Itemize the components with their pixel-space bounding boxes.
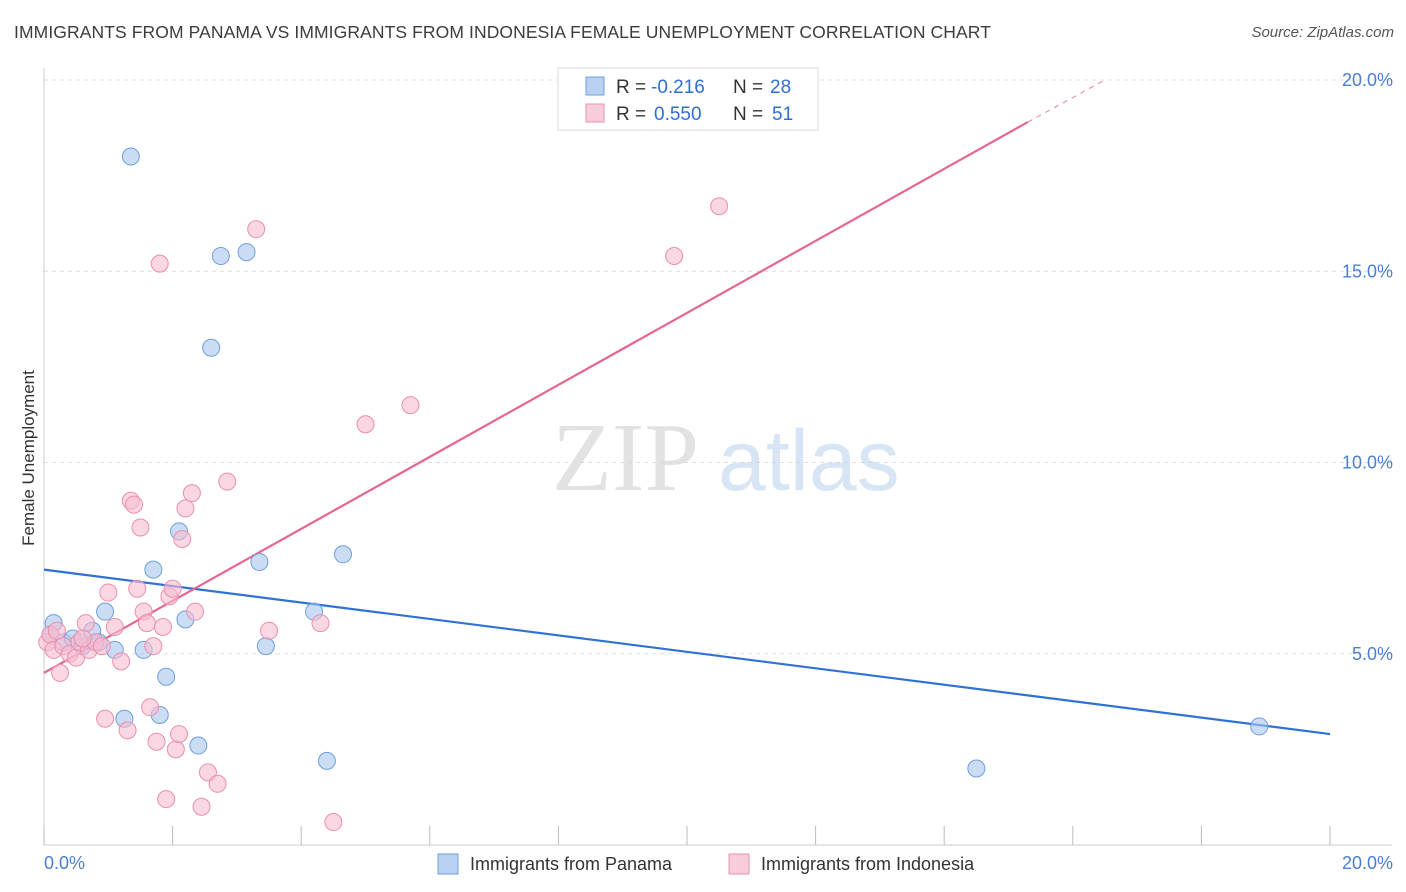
bottom-legend-label-indonesia: Immigrants from Indonesia [761, 854, 975, 874]
data-point-s1-31 [166, 740, 185, 759]
bottom-legend: Immigrants from Panama Immigrants from I… [437, 853, 975, 875]
chart-title: IMMIGRANTS FROM PANAMA VS IMMIGRANTS FRO… [14, 22, 992, 42]
legend-r-value-2: 0.550 [654, 104, 702, 125]
data-points [38, 147, 1269, 832]
data-point-s1-11 [92, 637, 111, 656]
trend-line-1 [43, 121, 1029, 674]
data-point-s1-16 [118, 721, 137, 740]
data-point-s1-46 [401, 396, 420, 415]
data-point-s1-43 [311, 614, 330, 633]
data-point-s0-14 [157, 667, 176, 686]
data-point-s1-26 [150, 254, 169, 273]
data-point-s1-39 [208, 774, 227, 793]
data-point-s0-21 [250, 552, 269, 571]
data-point-s0-7 [96, 602, 115, 621]
data-point-s1-48 [710, 197, 729, 216]
y-axis-label: Female Unemployment [19, 370, 38, 546]
data-point-s1-44 [324, 813, 343, 832]
data-point-s1-32 [170, 725, 189, 744]
data-point-s1-13 [99, 583, 118, 602]
data-point-s0-11 [121, 147, 140, 166]
data-point-s0-20 [237, 243, 256, 262]
data-point-s1-23 [141, 698, 160, 717]
legend-r-value-1: -0.216 [651, 77, 705, 98]
data-point-s1-27 [153, 617, 172, 636]
bottom-legend-swatch-panama [437, 853, 459, 875]
data-point-s1-14 [105, 617, 124, 636]
legend-n-value-2: 51 [772, 104, 793, 125]
y-tick-label-1: 10.0% [1342, 453, 1393, 473]
data-point-s1-25 [147, 732, 166, 751]
data-point-s1-38 [198, 763, 217, 782]
data-point-s0-18 [202, 338, 221, 357]
data-point-s1-3 [51, 663, 70, 682]
data-point-s1-50 [73, 629, 92, 648]
bottom-legend-swatch-indonesia [728, 853, 750, 875]
legend-swatch-indonesia [585, 103, 605, 123]
axes [43, 68, 1392, 846]
data-point-s1-28 [157, 790, 176, 809]
data-point-s1-20 [131, 518, 150, 537]
watermark-atlas: atlas [718, 413, 900, 509]
data-point-s1-24 [144, 637, 163, 656]
data-point-s0-12 [144, 560, 163, 579]
trend-lines [43, 79, 1331, 736]
data-point-s1-12 [96, 709, 115, 728]
data-point-s1-45 [356, 415, 375, 434]
y-tick-labels: 5.0% 10.0% 15.0% 20.0% [1342, 70, 1393, 664]
legend-r-label-2: R = [616, 104, 646, 125]
legend-n-label-1: N = [733, 77, 763, 98]
legend-n-label-2: N = [733, 104, 763, 125]
source-label: Source: ZipAtlas.com [1251, 24, 1394, 41]
data-point-s1-36 [186, 602, 205, 621]
data-point-s1-42 [260, 621, 279, 640]
grid [44, 79, 1392, 655]
y-tick-label-0: 5.0% [1352, 644, 1393, 664]
data-point-s0-19 [211, 246, 230, 265]
data-point-s1-18 [125, 495, 144, 514]
data-point-s1-34 [176, 499, 195, 518]
x-tick-label-max: 20.0% [1342, 853, 1393, 873]
data-point-s1-37 [192, 797, 211, 816]
trend-line-0 [43, 568, 1331, 736]
y-tick-label-3: 20.0% [1342, 70, 1393, 90]
data-point-s1-22 [137, 614, 156, 633]
data-point-s1-33 [173, 530, 192, 548]
data-point-s1-35 [182, 484, 201, 503]
data-point-s1-19 [128, 579, 147, 598]
data-point-s1-8 [76, 614, 95, 633]
legend-r-label-1: R = [616, 77, 646, 98]
data-point-s0-17 [189, 736, 208, 755]
data-point-s0-27 [1250, 717, 1269, 736]
data-point-s0-24 [317, 751, 336, 770]
data-point-s1-15 [112, 652, 131, 671]
x-tick-label-min: 0.0% [44, 853, 85, 873]
legend-n-value-1: 28 [770, 77, 791, 98]
legend: R = -0.216 N = 28 R = 0.550 N = 51 [557, 67, 819, 131]
data-point-s1-41 [247, 220, 266, 239]
data-point-s1-49 [47, 621, 66, 640]
data-point-s0-22 [256, 637, 275, 656]
trend-line-dashed-1 [1027, 79, 1106, 123]
bottom-legend-label-panama: Immigrants from Panama [470, 854, 673, 874]
data-point-s1-30 [163, 579, 182, 598]
legend-swatch-panama [585, 76, 605, 96]
data-point-s1-47 [665, 246, 684, 265]
watermark-zip: ZIP [552, 404, 699, 512]
y-tick-label-2: 15.0% [1342, 261, 1393, 281]
data-point-s0-25 [333, 545, 352, 564]
data-point-s0-26 [967, 759, 986, 778]
data-point-s1-40 [218, 472, 237, 491]
